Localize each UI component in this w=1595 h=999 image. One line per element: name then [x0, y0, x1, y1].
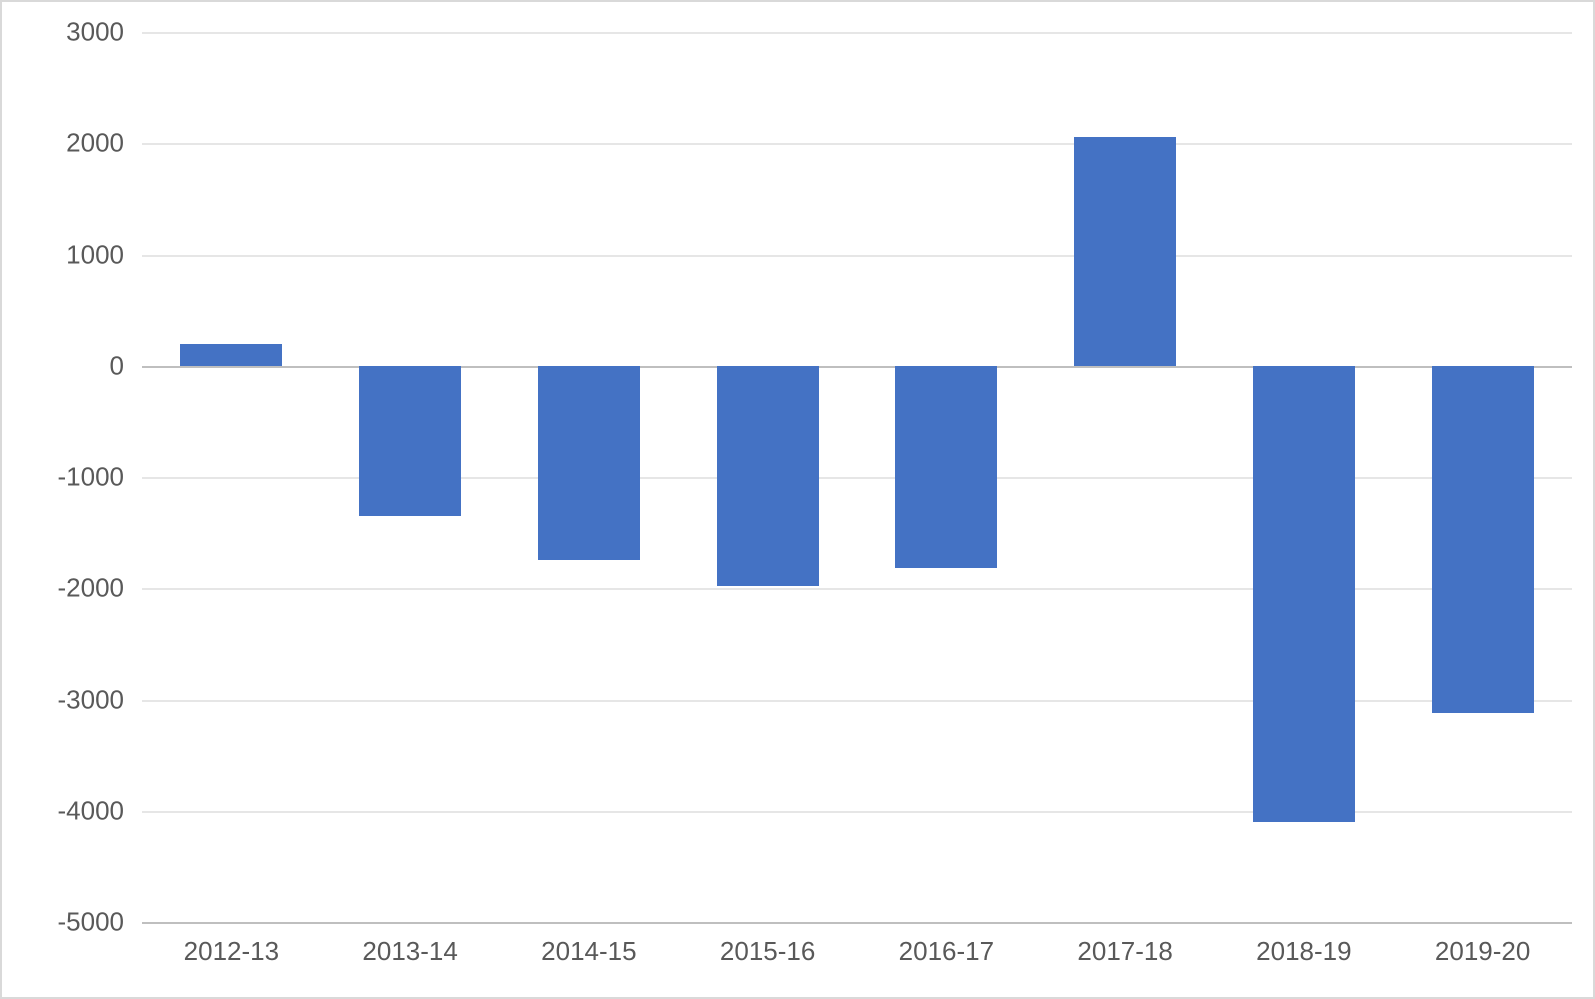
x-tick-label: 2014-15: [541, 922, 636, 967]
x-tick-label: 2018-19: [1256, 922, 1351, 967]
y-tick-label: 2000: [66, 128, 142, 159]
x-tick-label: 2012-13: [184, 922, 279, 967]
y-tick-label: 3000: [66, 17, 142, 48]
x-tick-label: 2015-16: [720, 922, 815, 967]
gridline: [142, 366, 1572, 368]
bar: [180, 344, 282, 366]
bar: [1074, 137, 1176, 366]
gridline: [142, 143, 1572, 145]
x-tick-label: 2016-17: [899, 922, 994, 967]
y-tick-label: -4000: [58, 795, 143, 826]
gridline: [142, 811, 1572, 813]
y-tick-label: -2000: [58, 573, 143, 604]
plot-area: -5000-4000-3000-2000-1000010002000300020…: [142, 32, 1572, 922]
gridline: [142, 477, 1572, 479]
gridline: [142, 700, 1572, 702]
chart-frame: -5000 -4000 -3000 -2000 -1000 0 1000 2000 3000 20…: [0, 0, 1595, 999]
gridline: [142, 922, 1572, 924]
gridline: [142, 255, 1572, 257]
bar: [538, 366, 640, 561]
bar: [1253, 366, 1355, 822]
x-tick-label: 2019-20: [1435, 922, 1530, 967]
bar: [717, 366, 819, 586]
bar: [1432, 366, 1534, 713]
x-tick-label: 2017-18: [1077, 922, 1172, 967]
gridline: [142, 32, 1572, 34]
y-tick-label: -5000: [58, 907, 143, 938]
y-tick-label: 1000: [66, 239, 142, 270]
y-tick-label: -1000: [58, 462, 143, 493]
bar: [895, 366, 997, 568]
x-tick-label: 2013-14: [362, 922, 457, 967]
gridline: [142, 588, 1572, 590]
bar: [359, 366, 461, 516]
y-tick-label: -3000: [58, 684, 143, 715]
y-tick-label: 0: [110, 350, 142, 381]
